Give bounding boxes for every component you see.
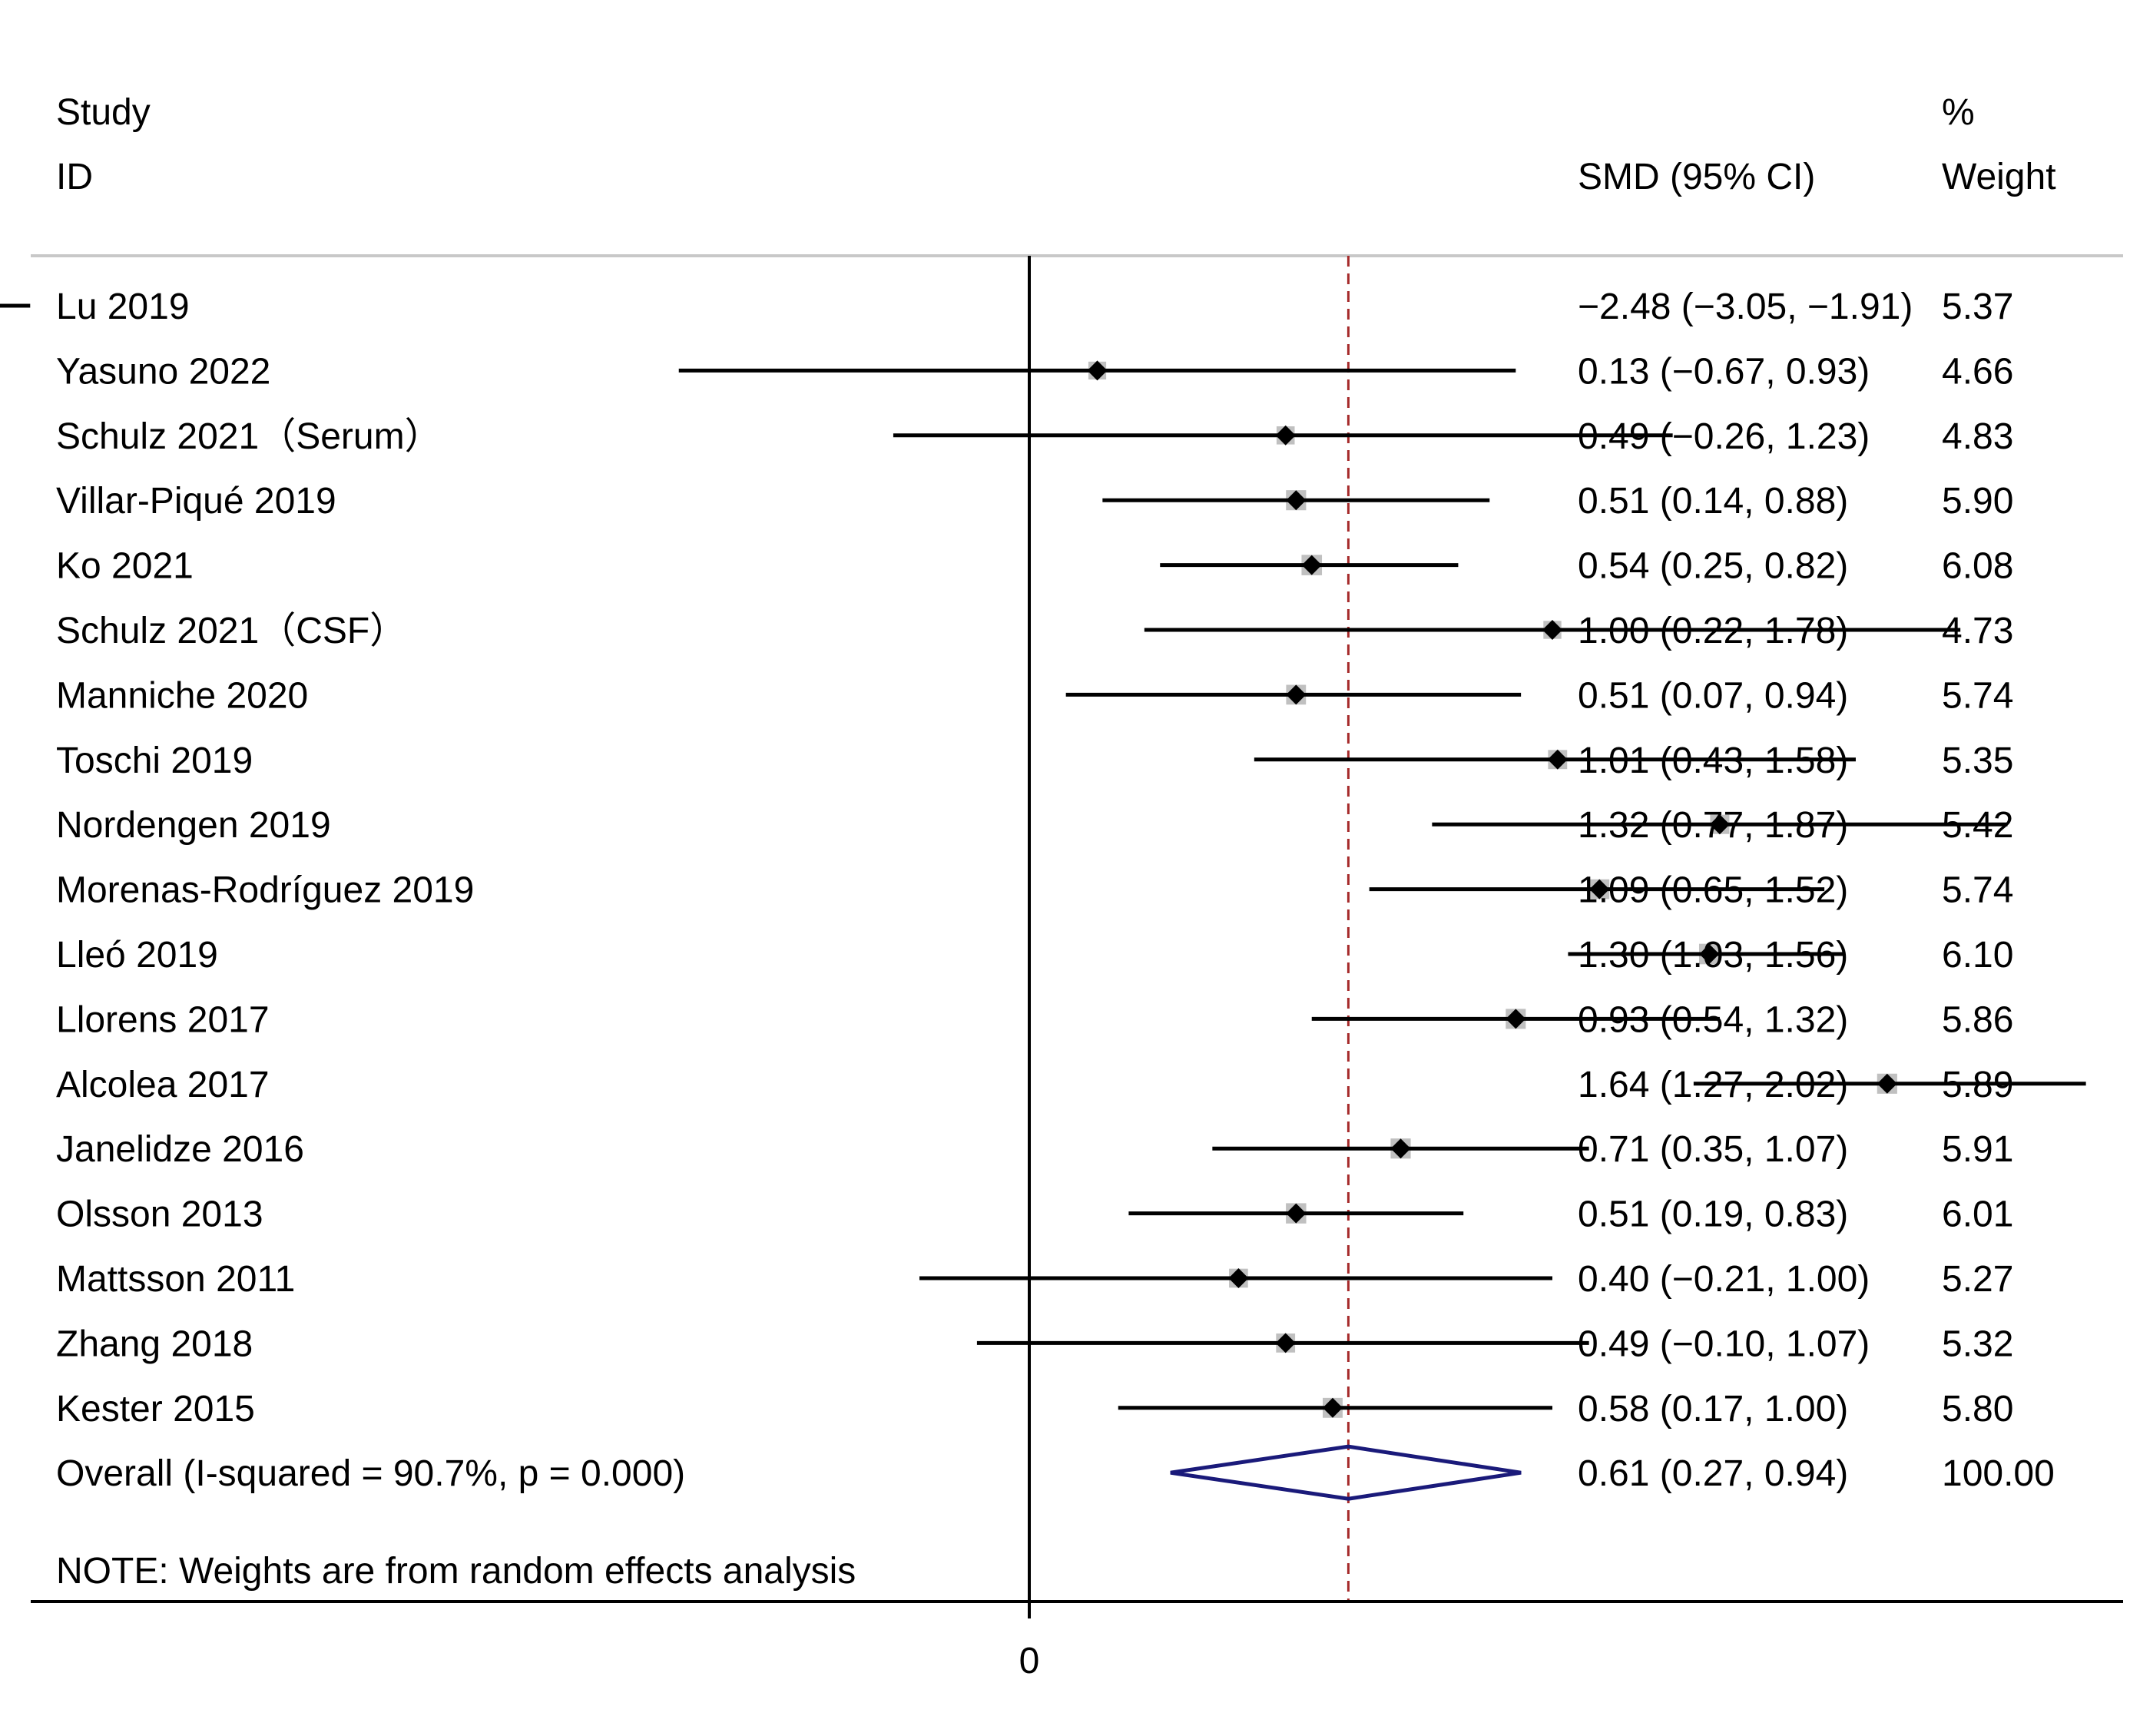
effect-ci-value: 0.51 (0.07, 0.94) [1578,675,1848,716]
effect-ci-value: 1.32 (0.77, 1.87) [1578,805,1848,846]
overall-effect-ci-value: 0.61 (0.27, 0.94) [1578,1453,1848,1494]
weights-note: NOTE: Weights are from random effects an… [56,1551,856,1592]
point-estimate [1589,879,1610,899]
study-label: Schulz 2021（CSF） [56,611,406,651]
weight-header-line1: % [1942,92,1975,133]
overall-diamond [1170,1444,1522,1501]
effect-ci-value: 1.64 (1.27, 2.02) [1578,1065,1848,1105]
study-label: Morenas-Rodríguez 2019 [56,870,474,911]
study-label: Zhang 2018 [56,1324,253,1364]
study-label: Yasuno 2022 [56,351,270,392]
effect-ci-value: 0.51 (0.19, 0.83) [1578,1194,1848,1235]
effect-ci-value: −2.48 (−3.05, −1.91) [1578,287,1913,327]
effect-ci-value: 0.54 (0.25, 0.82) [1578,546,1848,587]
weight-value: 5.90 [1942,481,2013,522]
effect-ci-value: 0.40 (−0.21, 1.00) [1578,1259,1870,1300]
study-label: Ko 2021 [56,546,194,587]
point-estimate [1301,555,1322,575]
study-label: Lu 2019 [56,287,190,327]
weight-value: 5.42 [1942,805,2013,846]
effect-ci-value: 0.13 (−0.67, 0.93) [1578,351,1870,392]
study-label: Janelidze 2016 [56,1129,304,1170]
point-estimate [1275,1333,1296,1353]
weight-value: 4.73 [1942,611,2013,651]
point-estimate [1286,1203,1307,1224]
point-estimate [1286,684,1307,705]
point-estimate [1228,1268,1249,1288]
study-label: Llorens 2017 [56,999,270,1040]
table-header: Study ID SMD (95% CI) % Weight [31,92,2123,257]
weight-value: 5.80 [1942,1389,2013,1430]
overall-weight-value: 100.00 [1942,1453,2055,1494]
point-estimate [1087,360,1108,381]
effect-ci-value: 0.49 (−0.10, 1.07) [1578,1324,1870,1364]
study-label: Villar-Piqué 2019 [56,481,336,522]
point-estimate [1709,814,1730,835]
point-estimate [1547,749,1568,770]
effect-ci-value: 1.09 (0.65, 1.52) [1578,870,1848,911]
point-estimate [1275,425,1296,446]
x-tick-label: 0 [1019,1641,1040,1681]
study-label: Toschi 2019 [56,740,253,781]
point-estimate [1322,1397,1343,1418]
point-estimate [1506,1009,1526,1029]
weight-value: 5.74 [1942,675,2013,716]
effect-ci-value: 1.00 (0.22, 1.78) [1578,611,1848,651]
effect-ci-value: 0.51 (0.14, 0.88) [1578,481,1848,522]
effect-ci-value: 0.58 (0.17, 1.00) [1578,1389,1848,1430]
row-labels: Lu 2019 −2.48 (−3.05, −1.91) 5.37 Yasuno 20… [56,287,2055,1592]
weight-value: 5.32 [1942,1324,2013,1364]
study-label: Lleó 2019 [56,935,218,976]
point-estimate [1542,620,1562,640]
weight-value: 5.86 [1942,999,2013,1040]
study-label: Alcolea 2017 [56,1065,270,1105]
effect-ci-value: 0.71 (0.35, 1.07) [1578,1129,1848,1170]
weight-value: 5.74 [1942,870,2013,911]
weight-value: 5.89 [1942,1065,2013,1105]
effect-header: SMD (95% CI) [1578,157,1815,197]
weight-value: 5.35 [1942,740,2013,781]
point-estimate [1877,1073,1897,1094]
weight-header-line2: Weight [1942,157,2056,197]
study-label: Olsson 2013 [56,1194,263,1235]
study-label: Mattsson 2011 [56,1259,295,1300]
study-label: Nordengen 2019 [56,805,331,846]
x-axis: −3.0503.05 [31,1600,2123,1681]
weight-value: 6.01 [1942,1194,2013,1235]
weight-value: 5.91 [1942,1129,2013,1170]
weight-value: 5.27 [1942,1259,2013,1300]
study-header-line1: Study [56,92,151,133]
weight-value: 6.08 [1942,546,2013,587]
weight-value: 5.37 [1942,287,2013,327]
effect-ci-value: 0.49 (−0.26, 1.23) [1578,416,1870,457]
overall-label: Overall (I-squared = 90.7%, p = 0.000) [56,1453,685,1494]
weight-value: 4.83 [1942,416,2013,457]
effect-ci-value: 1.01 (0.43, 1.58) [1578,740,1848,781]
effect-ci-value: 1.30 (1.03, 1.56) [1578,935,1848,976]
effect-ci-value: 0.93 (0.54, 1.32) [1578,999,1848,1040]
confidence-intervals [0,303,2086,1501]
point-estimate [1390,1138,1411,1159]
weight-value: 4.66 [1942,351,2013,392]
weight-value: 6.10 [1942,935,2013,976]
study-label: Kester 2015 [56,1389,255,1430]
study-header-line2: ID [56,157,93,197]
reference-lines [1028,256,1350,1602]
point-estimate [1699,944,1720,964]
study-label: Schulz 2021（Serum） [56,416,442,457]
point-estimate [1286,490,1307,511]
study-label: Manniche 2020 [56,675,308,716]
